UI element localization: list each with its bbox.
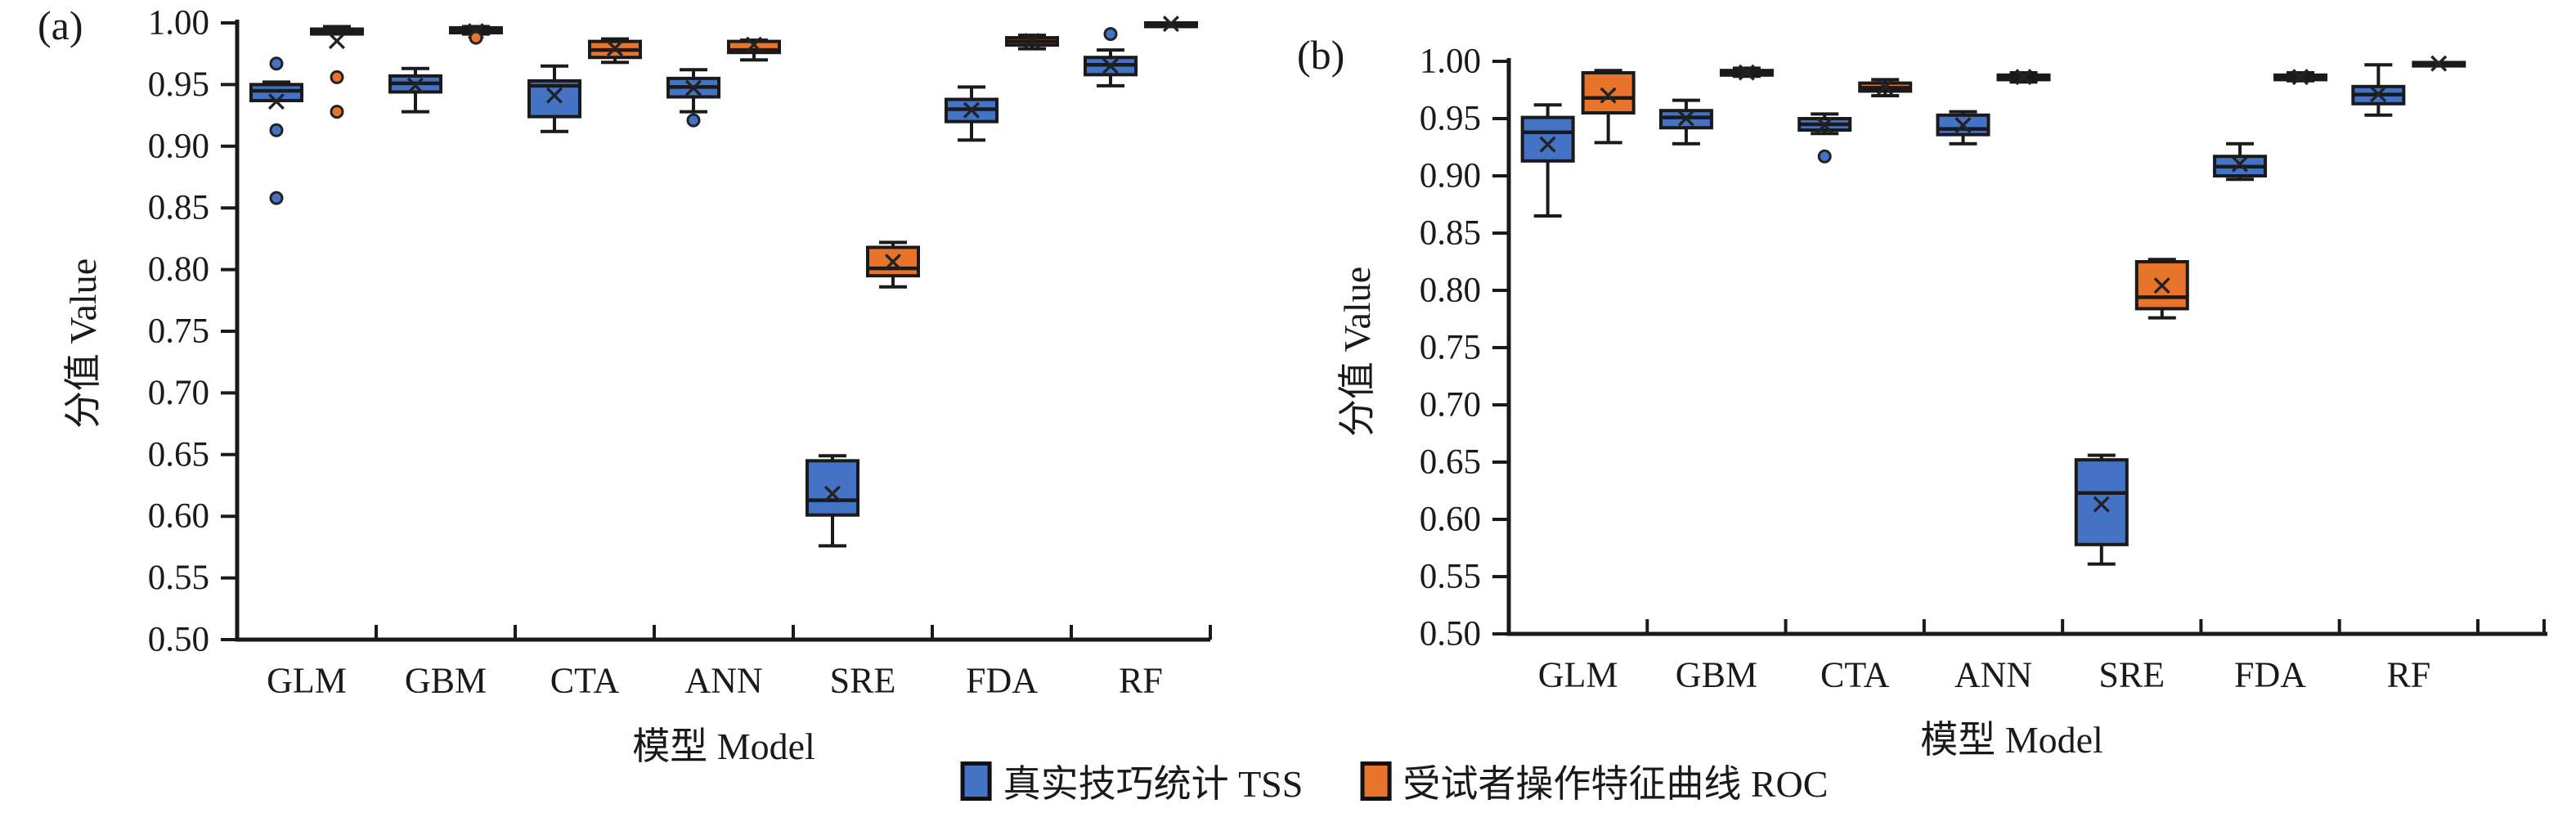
box-roc-GLM-mean-marker: × [1597,74,1619,118]
y-tick-label: 0.85 [148,189,209,227]
box-roc-GBM-outlier [469,30,483,45]
y-tick-label: 0.50 [148,621,209,659]
box-tss-FDA-mean-marker: × [960,89,982,133]
y-tick-label: 1.00 [1420,43,1481,81]
box-tss-GBM-mean-marker: × [404,64,426,107]
x-tick-label: SRE [2098,655,2165,695]
x-axis-title-b: 模型 Model [1920,719,2103,761]
box-tss-GLM-mean-marker: × [1537,124,1559,167]
x-tick-label: RF [1119,661,1163,701]
y-axis-title-a: 分值 Value [62,258,104,429]
box-tss-GLM-outlier [269,56,284,71]
box-roc-SRE [2134,260,2189,311]
y-tick-label: 0.80 [1420,272,1481,310]
legend-label-tss: 真实技巧统计 TSS [1003,763,1304,805]
y-tick-label: 0.95 [148,65,209,104]
legend-label-roc: 受试者操作特征曲线 ROC [1402,763,1829,805]
box-tss-CTA-mean-marker: × [543,74,565,117]
y-tick-label: 0.75 [148,312,209,351]
box-tss-GLM-outlier [269,123,284,137]
box-tss-ANN-mean-marker: × [682,66,704,110]
x-tick-label: GBM [405,661,487,701]
x-tick-label: CTA [550,661,620,701]
panel-label-a: (a) [38,2,83,48]
legend: 真实技巧统计 TSS 受试者操作特征曲线 ROC [960,754,1828,808]
y-tick-label: 0.60 [148,497,209,536]
box-tss-CTA-mean-marker: × [1814,104,1836,147]
box-roc-GLM-outlier [330,70,344,84]
y-tick-label: 0.90 [1420,157,1481,195]
legend-item-roc: 受试者操作特征曲线 ROC [1360,754,1828,808]
y-tick-label: 0.80 [148,250,209,289]
y-tick-label: 0.75 [1420,329,1481,367]
x-tick-label: ANN [684,661,762,701]
box-tss-ANN-mean-marker: × [1952,104,1974,147]
x-tick-label: FDA [2234,655,2306,695]
y-tick-label: 0.90 [148,127,209,165]
x-axis-title-a: 模型 Model [632,725,815,767]
x-tick-label: SRE [830,661,896,701]
box-tss-FDA-mean-marker: × [2228,143,2251,186]
x-tick-label: GLM [1538,655,1618,695]
x-tick-label: RF [2386,655,2430,695]
box-roc-SRE-mean-marker: × [2151,264,2173,308]
y-tick-label: 0.85 [1420,214,1481,253]
box-tss-SRE-mean-marker: × [821,473,843,516]
x-tick-label: FDA [966,661,1038,701]
box-tss-GLM-mean-marker: × [265,80,287,124]
box-roc-ANN-mean-marker: × [743,24,765,67]
box-roc-SRE [866,245,920,278]
box-tss-RF-outlier [1103,27,1118,42]
box-roc-RF-mean-marker: × [1160,2,1182,46]
box-tss-SRE [2074,458,2129,546]
y-tick-label: 0.55 [1420,558,1481,596]
box-tss-GLM [249,83,303,103]
legend-item-tss: 真实技巧统计 TSS [960,754,1304,808]
box-tss-RF-mean-marker: × [1099,44,1121,88]
box-tss-CTA-outlier [1817,149,1832,164]
box-roc-GBM-mean-marker: × [1735,52,1757,95]
box-tss-SRE-mean-marker: × [2090,483,2112,526]
box-roc-GLM-mean-marker: × [325,20,348,63]
y-tick-label: 0.60 [1420,501,1481,539]
box-tss-SRE [806,459,859,517]
panel-label-b: (b) [1297,32,1345,78]
y-tick-label: 0.70 [1420,386,1481,424]
x-tick-label: GLM [267,661,347,701]
y-tick-label: 0.95 [1420,100,1481,138]
box-roc-GLM-outlier [330,105,344,119]
box-tss-GLM [1520,115,1575,163]
legend-swatch-tss-icon [960,761,992,801]
y-tick-label: 0.70 [148,374,209,412]
y-tick-label: 0.50 [1420,615,1481,654]
box-tss-RF-mean-marker: × [2367,73,2390,116]
x-tick-label: ANN [1954,655,2032,695]
y-tick-label: 0.65 [148,435,209,474]
box-roc-CTA-mean-marker: × [1874,66,1896,110]
x-tick-label: CTA [1820,655,1890,695]
y-axis-title-b: 分值 Value [1336,266,1378,438]
y-tick-label: 0.55 [148,559,209,597]
box-roc-FDA-mean-marker: × [2289,56,2311,99]
box-roc-SRE-mean-marker: × [882,240,904,284]
box-roc-CTA-mean-marker: × [604,27,626,70]
box-tss-GLM-outlier [269,191,284,205]
box-roc-RF-mean-marker: × [2428,42,2450,85]
y-tick-label: 1.00 [148,4,209,43]
y-tick-label: 0.65 [1420,443,1481,482]
x-tick-label: GBM [1676,655,1757,695]
box-roc-ANN-mean-marker: × [2013,56,2035,99]
legend-swatch-roc-icon [1360,761,1392,801]
box-roc-GLM [1581,71,1636,115]
box-roc-FDA-mean-marker: × [1021,20,1043,63]
box-tss-ANN-outlier [686,113,701,128]
box-tss-GBM-mean-marker: × [1675,97,1697,141]
